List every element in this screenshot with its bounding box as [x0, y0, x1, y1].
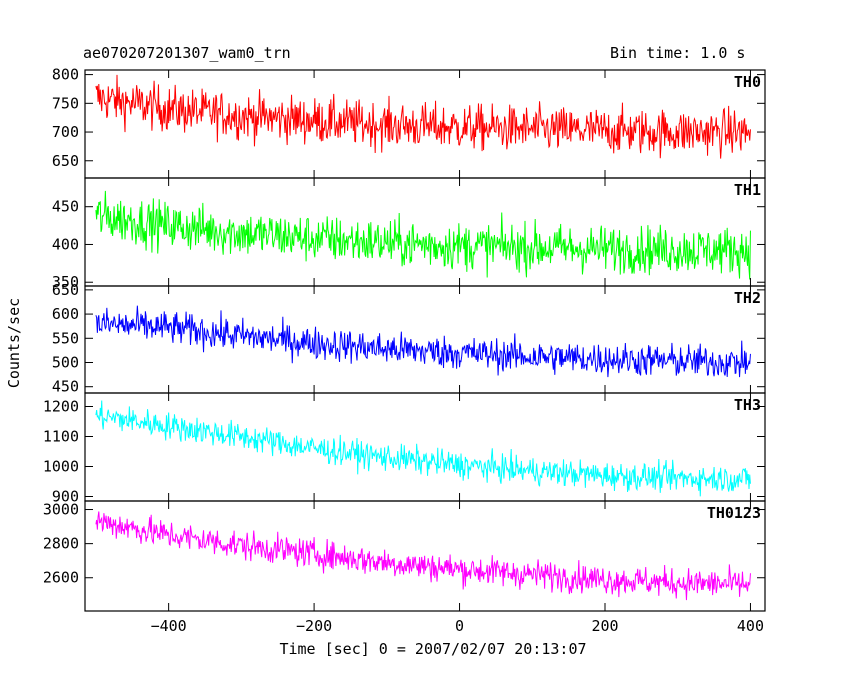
y-tick-label: 750 — [52, 94, 79, 112]
panels-group: 650 700 750 800 TH0 350 400 450 TH1 450 500 550 600 6… — [43, 66, 766, 635]
y-tick-label: 800 — [52, 66, 79, 84]
series-line-th1 — [95, 190, 751, 280]
y-axis-label: Counts/sec — [5, 298, 23, 388]
y-tick-label: 3000 — [43, 501, 79, 519]
panel-label-th3: TH3 — [734, 396, 761, 414]
y-tick-label: 2600 — [43, 569, 79, 587]
y-tick-label: 2800 — [43, 535, 79, 553]
panel-frame — [84, 500, 766, 612]
series-line-th2 — [95, 305, 751, 378]
y-tick-label: 450 — [52, 378, 79, 396]
series-line-th0 — [95, 74, 751, 159]
panel-label-th0: TH0 — [734, 73, 761, 91]
y-tick-label: 700 — [52, 123, 79, 141]
series-line-th0123 — [95, 511, 751, 601]
x-axis-label: Time [sec] 0 = 2007/02/07 20:13:07 — [279, 640, 586, 658]
panel-frame — [84, 392, 766, 502]
y-tick-label: 600 — [52, 305, 79, 323]
y-tick-label: 400 — [52, 235, 79, 253]
y-tick-label: 1200 — [43, 398, 79, 416]
series-line-th3 — [95, 400, 751, 497]
y-tick-label: 500 — [52, 353, 79, 371]
x-tick-label: 400 — [737, 617, 764, 635]
y-tick-label: 550 — [52, 329, 79, 347]
x-tick-label: −200 — [296, 617, 332, 635]
panel-label-th1: TH1 — [734, 181, 761, 199]
y-tick-label: 900 — [52, 488, 79, 506]
x-tick-label: 200 — [591, 617, 618, 635]
panel-frame — [84, 177, 766, 287]
chart-title: ae070207201307_wam0_trn — [83, 44, 291, 62]
panel-frame — [84, 285, 766, 394]
y-tick-label: 650 — [52, 152, 79, 170]
y-tick-label: 1100 — [43, 428, 79, 446]
panel-label-th2: TH2 — [734, 289, 761, 307]
bin-time-label: Bin time: 1.0 s — [610, 44, 746, 62]
y-tick-label: 350 — [52, 273, 79, 291]
x-tick-label: −400 — [151, 617, 187, 635]
y-tick-label: 650 — [52, 281, 79, 299]
y-tick-label: 450 — [52, 198, 79, 216]
x-tick-label: 0 — [455, 617, 464, 635]
panel-label-th0123: TH0123 — [707, 504, 761, 522]
y-tick-label: 1000 — [43, 458, 79, 476]
